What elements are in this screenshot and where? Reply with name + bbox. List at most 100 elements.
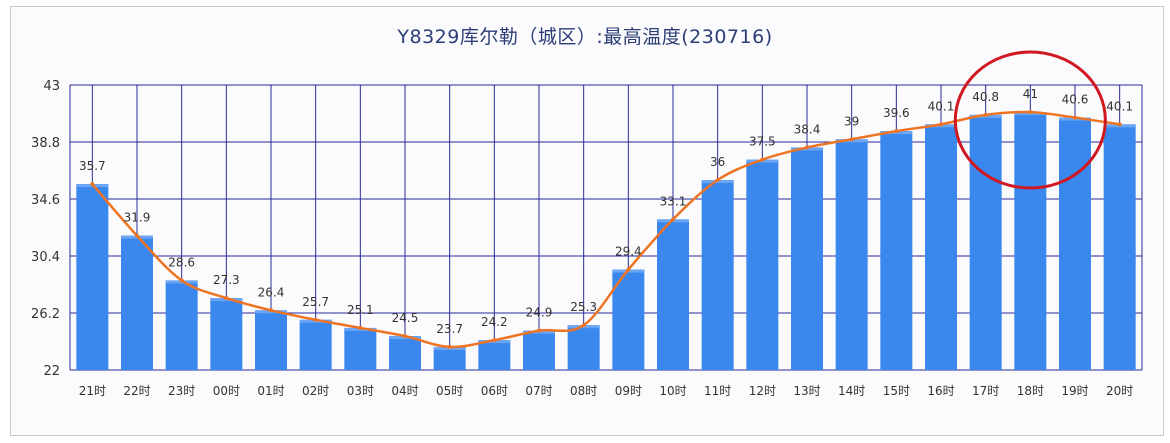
x-tick-label: 21时 [79,384,106,398]
trend-point [939,122,943,127]
data-label: 36 [710,155,725,169]
x-tick-label: 12时 [749,384,776,398]
x-tick-label: 19时 [1061,384,1088,398]
bar [478,340,511,370]
data-label: 27.3 [213,273,240,287]
trend-point [581,323,586,328]
bar [165,280,198,370]
data-label: 39.6 [883,106,910,120]
x-tick-label: 22时 [123,384,150,398]
chart-title: Y8329库尔勒（城区）:最高温度(230716) [397,26,773,48]
trend-point [447,344,452,349]
y-tick-label: 26.2 [31,307,60,322]
bar [299,319,332,370]
bar [835,139,868,370]
data-label: 38.4 [794,122,821,136]
x-tick-label: 15时 [883,384,910,398]
trend-point [805,145,809,150]
data-label: 28.6 [168,255,195,269]
highlight-ellipse [953,50,1107,190]
x-tick-label: 04时 [391,384,418,398]
x-tick-label: 03时 [347,384,374,398]
x-tick-label: 02时 [302,384,329,398]
data-label: 26.4 [258,285,285,299]
data-label: 40.6 [1062,93,1089,107]
trend-point [179,278,184,283]
trend-point [849,137,854,142]
bar [612,269,645,370]
bar [210,298,243,370]
trend-point [671,217,675,222]
bar [880,131,913,370]
bar [76,184,109,370]
x-tick-label: 01时 [257,384,284,398]
x-tick-label: 20时 [1106,384,1133,398]
x-tick-label: 07时 [525,384,552,398]
bar [1103,124,1136,370]
y-tick-label: 22 [43,364,60,379]
x-tick-label: 14时 [838,384,865,398]
data-label: 40.1 [1106,99,1133,113]
bar [344,327,377,370]
trend-point [269,308,273,313]
bar [925,124,957,370]
data-label: 33.1 [660,194,687,208]
data-label: 25.7 [302,295,329,309]
data-label: 31.9 [124,211,151,225]
bar [433,346,466,370]
y-tick-label: 38.8 [31,136,60,151]
trend-line [91,110,1120,349]
y-tick-label: 34.6 [31,193,60,208]
data-label: 40.8 [972,90,999,104]
data-label: 25.1 [347,303,374,317]
data-label: 24.5 [392,311,419,325]
x-tick-label: 23时 [168,384,195,398]
highlight-layer [953,50,1107,190]
trend-point [715,178,720,182]
bar [701,180,734,370]
y-tick-label: 43 [43,79,60,94]
data-label: 37.5 [749,135,776,149]
bar [255,310,287,370]
bar [567,325,600,370]
trend-point [403,334,407,339]
data-label: 40.1 [928,99,955,113]
data-label: 29.4 [615,245,642,259]
data-label: 25.3 [570,300,597,314]
x-tick-label: 08时 [570,384,597,398]
data-label: 39 [844,114,859,128]
trend-point [537,328,541,333]
trend-point [492,338,497,343]
trend-point [224,296,229,301]
data-labels: 35.7 31.9 28.6 27.3 26.4 25.7 25.1 24.5 23.7 24.2… [79,87,1133,336]
trend-point [894,129,899,134]
x-tick-label: 09时 [615,384,642,398]
x-tick-label: 00时 [213,384,240,398]
data-label: 24.2 [481,315,508,329]
x-tick-label: 18时 [1017,384,1044,398]
bar [657,219,689,370]
x-tick-label: 16时 [927,384,954,398]
trend-point [1028,110,1033,115]
trend-point [1073,115,1077,120]
bar [389,336,421,370]
bar [1014,112,1047,371]
x-tick-label: 05时 [436,384,463,398]
x-axis: 21时 22时 23时 00时 01时 02时 03时 04时 05时 06时 07时 08时 09时 1… [79,384,1134,398]
y-axis: 22 26.2 30.4 34.6 38.8 43 [31,79,60,379]
y-tick-label: 30.4 [31,250,60,265]
trend-point [760,157,765,162]
x-tick-label: 11时 [704,384,731,398]
trend-point [1117,122,1122,127]
x-tick-label: 06时 [481,384,508,398]
bar-series [76,112,1136,371]
bar [746,159,779,370]
bar [791,147,823,370]
x-tick-label: 17时 [972,384,999,398]
x-tick-label: 13时 [793,384,820,398]
bar [523,330,555,370]
bar [1059,117,1091,370]
trend-point [626,267,631,272]
data-label: 23.7 [436,322,463,336]
